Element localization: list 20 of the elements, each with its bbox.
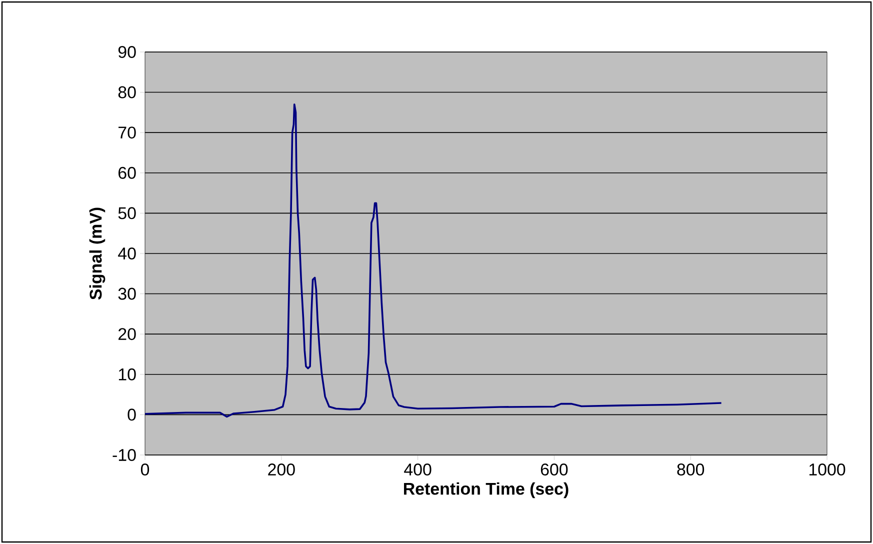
- y-tick-label: 70: [118, 126, 136, 139]
- y-tick-label: 10: [118, 368, 136, 380]
- y-tick-label: 0: [128, 408, 136, 421]
- y-tick-label: 30: [118, 288, 136, 300]
- x-tick-label: 600: [540, 464, 568, 476]
- y-tick-label: 50: [118, 207, 136, 220]
- x-tick-label: 400: [404, 464, 432, 476]
- x-axis-title: Retention Time (sec): [404, 482, 568, 498]
- x-tick-label: 800: [677, 464, 704, 476]
- x-tick-label: 0: [140, 464, 150, 476]
- y-tick-label: 80: [118, 86, 136, 98]
- x-tick-label: 1000: [809, 464, 846, 476]
- y-axis-title: Signal (mV): [89, 208, 106, 300]
- x-tick-label: 200: [268, 464, 295, 476]
- y-tick-label: 60: [118, 166, 136, 179]
- y-tick-label: -10: [112, 448, 136, 461]
- line-series: [145, 103, 722, 418]
- y-tick-label: 20: [118, 328, 136, 340]
- y-tick-label: 90: [118, 46, 136, 58]
- y-tick-label: 40: [118, 247, 136, 260]
